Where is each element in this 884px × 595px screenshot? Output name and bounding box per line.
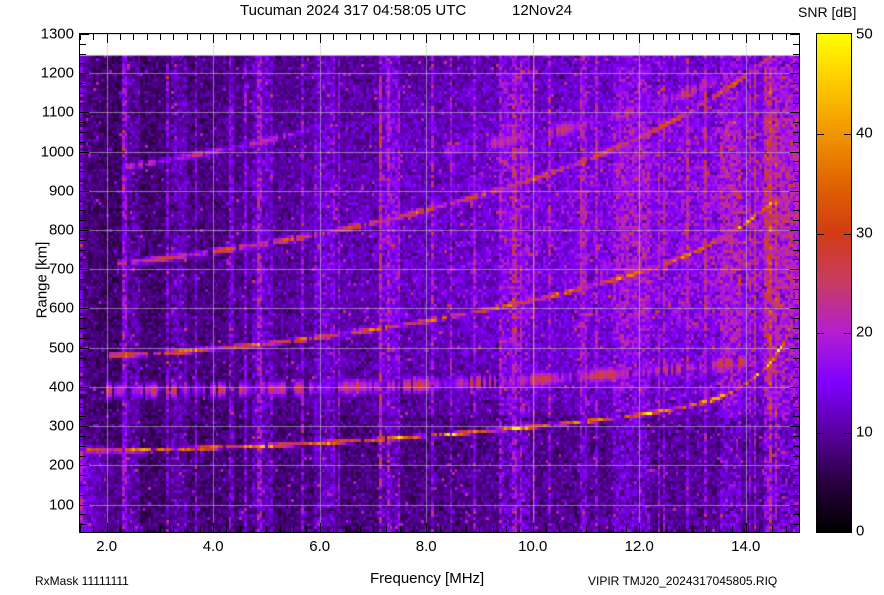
ionogram-plot-area[interactable] [79, 33, 800, 533]
y-tick-label: 400 [48, 378, 74, 396]
y-tick-label: 200 [48, 456, 74, 474]
x-tick-label: 12.0 [624, 538, 654, 555]
y-tick-label: 700 [48, 260, 74, 278]
y-tick-label: 1000 [40, 143, 74, 161]
footer-file: VIPIR TMJ20_2024317045805.RIQ [588, 574, 778, 588]
plot-title-date: 12Nov24 [512, 2, 573, 19]
x-tick-label: 2.0 [96, 538, 118, 555]
axis-tick [799, 526, 800, 532]
x-axis-title: Frequency [MHz] [370, 570, 485, 587]
colorbar-tick-labels: 0 10 20 30 40 50 [856, 0, 884, 560]
colorbar-tick-label: 10 [856, 423, 873, 441]
colorbar-tick-label: 0 [856, 522, 865, 540]
y-tick-label: 1200 [40, 64, 74, 82]
x-tick-label: 14.0 [731, 538, 761, 555]
x-tick-label: 4.0 [202, 538, 224, 555]
colorbar-tick-label: 50 [856, 25, 873, 43]
colorbar [816, 33, 852, 533]
colorbar-tick-label: 20 [856, 323, 873, 341]
y-tick-label: 900 [48, 182, 74, 200]
ionogram-heatmap-canvas [80, 34, 799, 532]
colorbar-title: SNR [dB] [798, 4, 857, 20]
y-tick-label: 600 [48, 299, 74, 317]
x-tick-label: 8.0 [415, 538, 437, 555]
y-axis-tick-labels: 100 200 300 400 500 600 700 800 900 1000 1100 1200 1… [0, 0, 74, 595]
x-axis-tick-labels: 2.0 4.0 6.0 8.0 10.0 12.0 14.0 [0, 538, 884, 560]
colorbar-tick-label: 40 [856, 124, 873, 142]
footer-rxmask: RxMask 11111111 [35, 574, 129, 588]
colorbar-tick-label: 30 [856, 224, 873, 242]
y-tick-label: 300 [48, 417, 74, 435]
colorbar-gradient [817, 34, 851, 532]
y-tick-label: 1300 [40, 25, 74, 43]
x-tick-label: 10.0 [518, 538, 548, 555]
axis-tick [799, 34, 800, 40]
y-tick-label: 100 [48, 496, 74, 514]
x-tick-label: 6.0 [309, 538, 331, 555]
y-tick-label: 800 [48, 221, 74, 239]
plot-title-station: Tucuman 2024 317 04:58:05 UTC [240, 2, 467, 19]
y-tick-label: 500 [48, 339, 74, 357]
y-tick-label: 1100 [41, 103, 74, 121]
